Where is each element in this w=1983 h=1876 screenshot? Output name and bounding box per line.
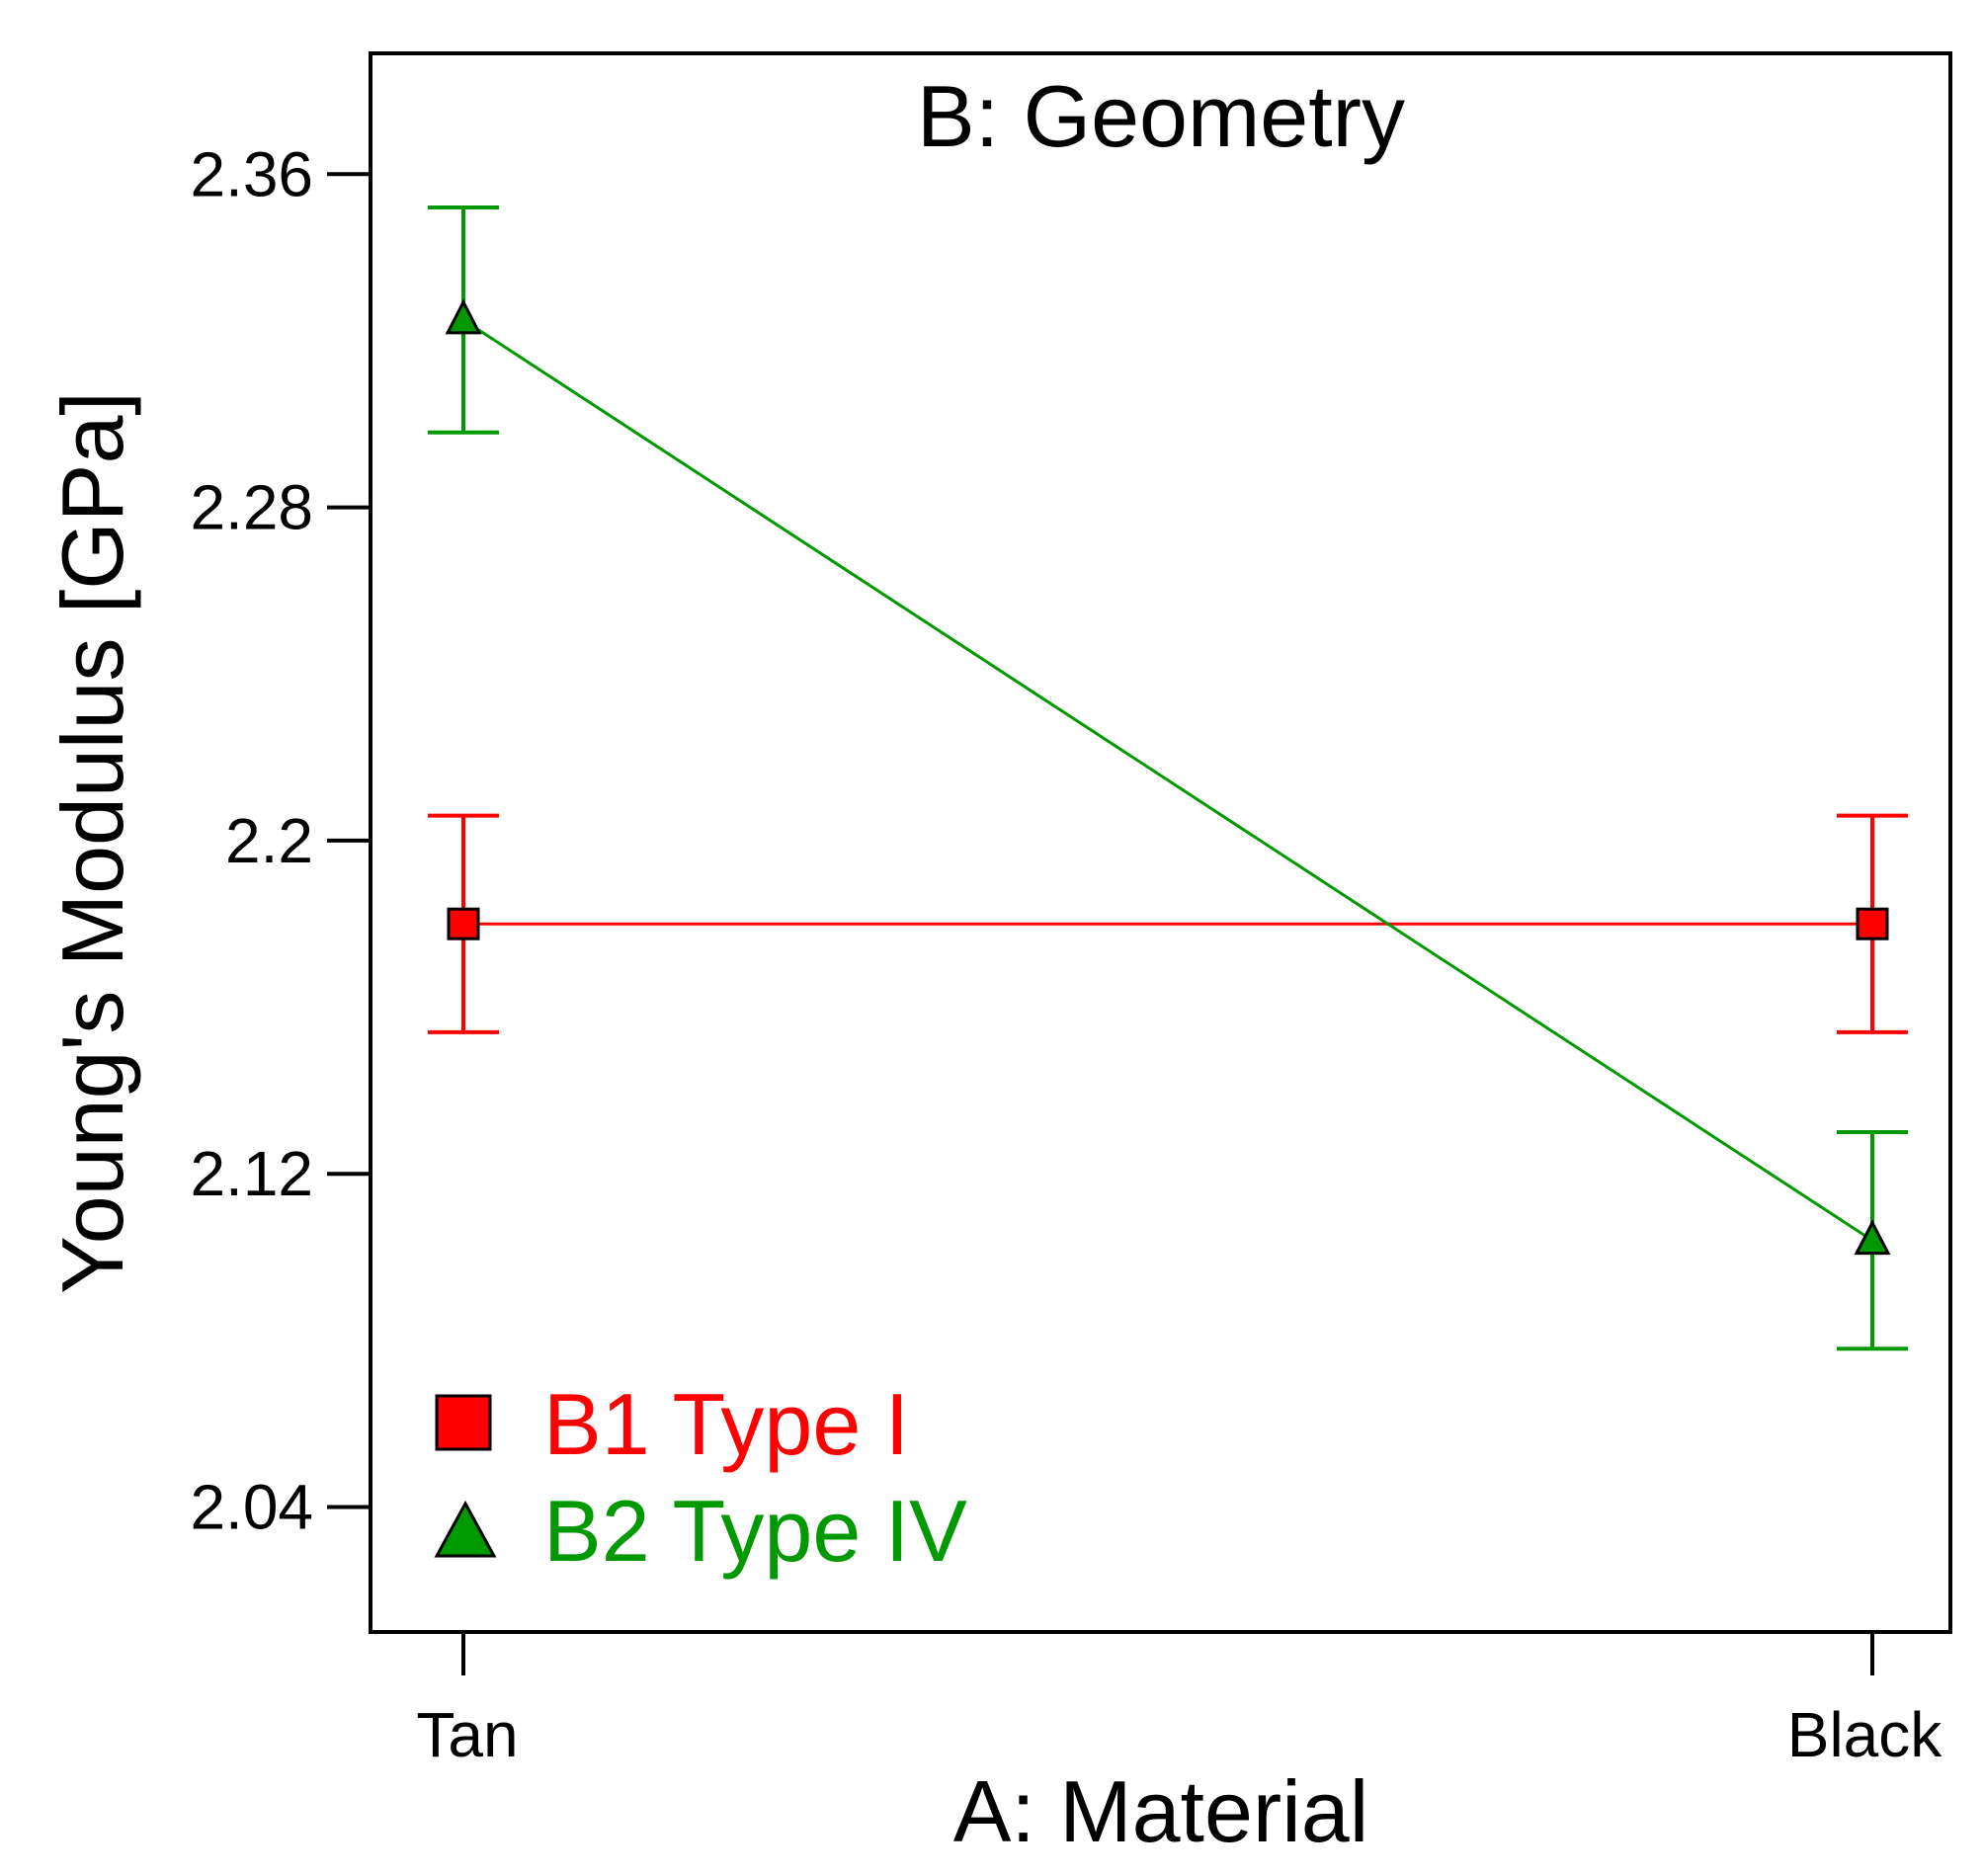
chart-title: B: Geometry [917,67,1405,165]
x-axis-title: A: Material [953,1762,1369,1860]
y-axis: 2.04 2.12 2.2 2.28 2.36 [190,138,371,1543]
x-tick-label-tan: Tan [416,1699,518,1770]
data-point-2-1 [1854,1219,1891,1256]
legend-label-b2: B2 Type IV [543,1482,967,1580]
legend-label-b1: B1 Type I [543,1375,909,1473]
y-axis-title: Young's Modulus [GPa] [43,391,141,1294]
data-point-2-0 [445,298,482,335]
legend: B1 Type I B2 Type IV [434,1375,967,1580]
x-tick-label-black: Black [1787,1699,1943,1770]
series-2 [428,205,1908,1351]
y-tick-label-2.28: 2.28 [190,472,313,543]
y-tick-label-2.36: 2.36 [190,138,313,209]
x-axis: Tan Black [416,1632,1942,1770]
y-tick-label-2.04: 2.04 [190,1472,313,1543]
series-line-2 [462,318,1873,1242]
data-point-1-1 [1856,907,1889,940]
y-tick-label-2.12: 2.12 [190,1138,313,1209]
legend-marker-b2-triangle [434,1500,497,1558]
plot-area-frame [369,51,1952,1634]
series-1 [428,813,1908,1034]
series-layer [428,205,1908,1351]
y-tick-label-2.2: 2.2 [225,805,313,876]
data-point-1-0 [447,907,480,940]
legend-marker-b1-square [435,1394,492,1451]
